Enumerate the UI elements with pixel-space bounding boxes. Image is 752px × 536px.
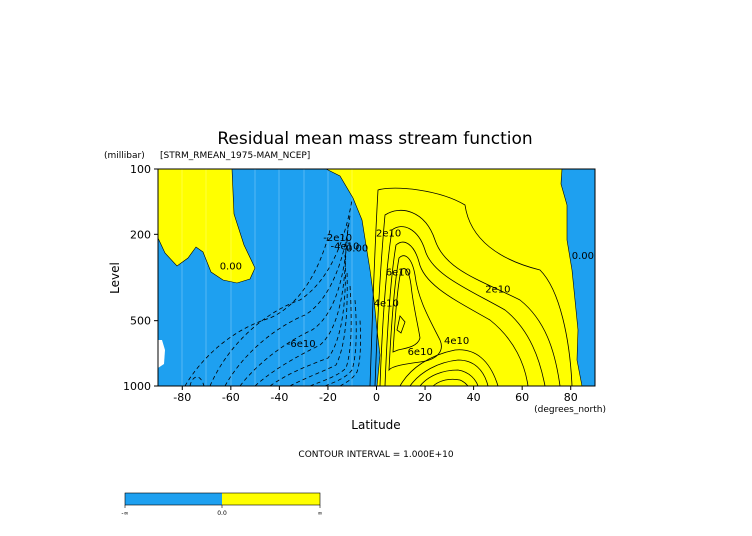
x-axis-title: Latitude xyxy=(351,418,400,432)
contour-label: 6e10 xyxy=(386,268,411,279)
colorbar-frame xyxy=(124,492,321,506)
y-units-label: (millibar) xyxy=(104,151,145,161)
x-tick-label: -40 xyxy=(270,391,288,404)
negative-regions xyxy=(158,169,595,386)
colorbar-label-max: ∞ xyxy=(318,510,323,517)
contour-label: 0.00 xyxy=(220,261,242,272)
dataset-label: [STRM_RMEAN_1975-MAM_NCEP] xyxy=(160,151,310,161)
x-tick-label: 0 xyxy=(373,391,380,404)
x-tick-label: 20 xyxy=(418,391,432,404)
zero-contours xyxy=(158,169,583,386)
contour-label: 2e10 xyxy=(376,229,401,240)
contour-label: 4e10 xyxy=(444,336,469,347)
plot-area: 0.00-2e10-4e10-6e100.002e104e106e102e104… xyxy=(158,169,595,386)
missing-data-patch xyxy=(158,340,165,368)
x-tick-label: 40 xyxy=(467,391,481,404)
southern-negative-cell xyxy=(158,169,380,386)
contour-interval-note: CONTOUR INTERVAL = 1.000E+10 xyxy=(298,450,453,460)
colorbar-label-zero: 0.0 xyxy=(217,510,227,517)
contour-label: 2e10 xyxy=(485,284,510,295)
x-tick-label: -20 xyxy=(319,391,337,404)
colorbar-positive-swatch xyxy=(222,493,320,505)
contour-label: -4e10 xyxy=(331,242,360,253)
y-tick-label: 1000 xyxy=(123,380,151,393)
y-tick-label: 100 xyxy=(130,163,151,176)
northern-negative-cell xyxy=(561,169,595,386)
contour-label: 0.00 xyxy=(346,244,368,255)
colorbar: -∞ 0.0 ∞ xyxy=(121,492,323,517)
x-tick-label: 60 xyxy=(515,391,529,404)
contour-labels: 0.00-2e10-4e10-6e100.002e104e106e102e104… xyxy=(220,229,594,358)
y-tick-label: 200 xyxy=(130,228,151,241)
contour-label: 6e10 xyxy=(408,347,433,358)
x-tick-label: 80 xyxy=(564,391,578,404)
x-tick-label: -80 xyxy=(173,391,191,404)
x-axis: -80 -60 -40 -20 0 20 40 60 80 xyxy=(173,386,578,404)
grid-lines xyxy=(181,169,353,386)
contour-label: 0.00 xyxy=(572,251,594,262)
colorbar-negative-swatch xyxy=(125,493,222,505)
y-axis: 100 200 500 1000 xyxy=(123,163,158,393)
x-tick-label: -60 xyxy=(222,391,240,404)
y-tick-label: 500 xyxy=(130,315,151,328)
negative-contours xyxy=(184,199,361,386)
y-axis-title: Level xyxy=(108,262,122,294)
contour-label: 4e10 xyxy=(374,298,399,309)
chart-title: Residual mean mass stream function xyxy=(217,129,532,149)
contour-label: -6e10 xyxy=(287,339,316,350)
colorbar-label-min: -∞ xyxy=(121,510,128,517)
x-units-label: (degrees_north) xyxy=(534,405,606,415)
positive-contours xyxy=(369,187,573,386)
contour-label: -2e10 xyxy=(323,233,352,244)
